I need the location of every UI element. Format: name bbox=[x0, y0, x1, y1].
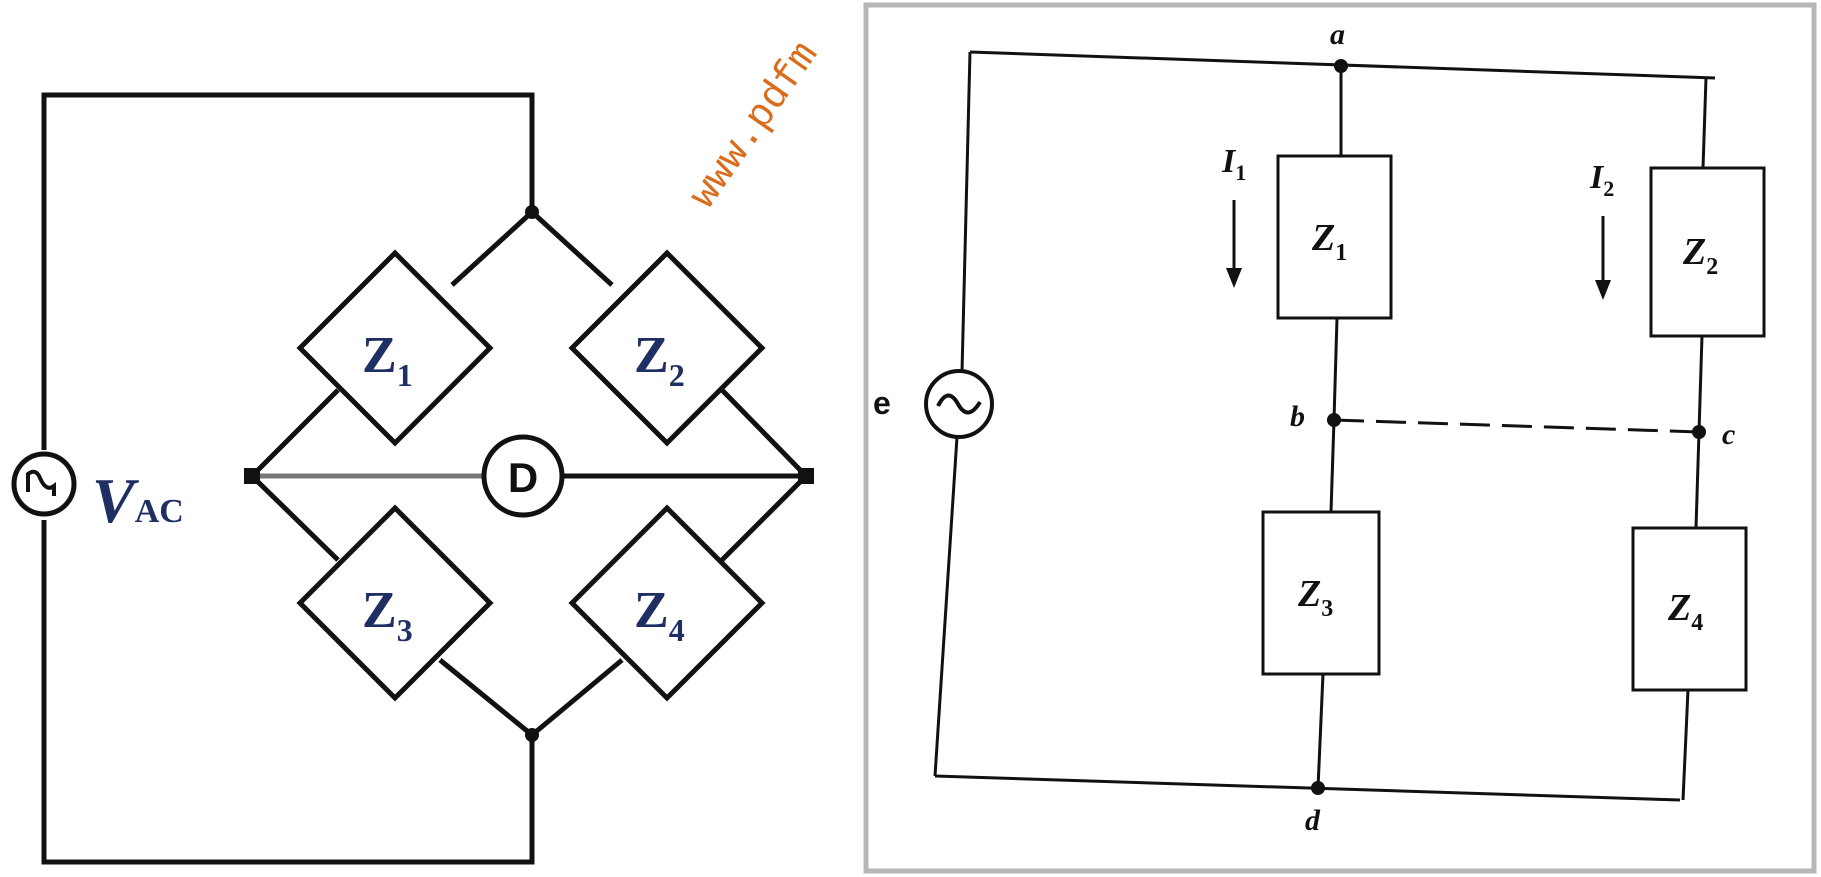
wire-top-z2 bbox=[530, 210, 614, 287]
right-source-wire-lower bbox=[933, 436, 959, 777]
z2-box bbox=[568, 249, 766, 447]
right-bridge-diagram bbox=[924, 50, 1766, 802]
left-node-left bbox=[244, 468, 260, 484]
wire-right-z4 bbox=[720, 474, 808, 562]
right-wire-z2-c bbox=[1697, 335, 1704, 433]
right-ac-source-wave-icon bbox=[936, 393, 982, 415]
node-d-label: d bbox=[1305, 804, 1321, 837]
detector-label: D bbox=[508, 454, 538, 501]
right-z4-box bbox=[1631, 526, 1748, 692]
node-c-label: c bbox=[1722, 418, 1735, 451]
left-bridge-diagram bbox=[11, 92, 808, 865]
vac-label: VAC bbox=[92, 465, 184, 536]
left-nodes bbox=[244, 205, 814, 742]
right-nodes bbox=[1311, 59, 1706, 795]
right-dashed-link-bc bbox=[1333, 418, 1700, 434]
left-z1-label: Z1 bbox=[362, 327, 413, 393]
right-wire-top-z2 bbox=[1701, 77, 1708, 169]
left-node-top bbox=[525, 205, 539, 219]
wire-top-z1 bbox=[450, 210, 534, 287]
right-z3-box bbox=[1261, 510, 1381, 676]
z3-box bbox=[296, 504, 494, 702]
right-wire-b-z3 bbox=[1329, 419, 1336, 513]
detector-circle bbox=[481, 434, 565, 518]
right-z2-box bbox=[1649, 166, 1766, 338]
wire-z4-bottom bbox=[530, 658, 624, 737]
node-c-dot bbox=[1692, 425, 1706, 439]
right-i1-label: I1 bbox=[1221, 143, 1246, 185]
left-ac-source-wave-icon bbox=[26, 469, 56, 496]
left-z4-label: Z4 bbox=[634, 582, 685, 648]
right-wire-z3-d bbox=[1316, 673, 1325, 789]
right-z1-label: Z1 bbox=[1311, 217, 1347, 266]
right-z3-label: Z3 bbox=[1297, 573, 1333, 622]
right-bottom-rail bbox=[934, 774, 1681, 802]
right-wire-z4-bottom bbox=[1681, 689, 1690, 801]
z4-box bbox=[568, 504, 766, 702]
z1-box bbox=[296, 249, 494, 447]
node-b-dot bbox=[1327, 413, 1341, 427]
left-z3-label: Z3 bbox=[362, 582, 413, 648]
right-arrowheads bbox=[1226, 268, 1611, 300]
node-d-dot bbox=[1311, 781, 1325, 795]
right-wire-z1-b bbox=[1332, 317, 1339, 421]
right-source-wire-upper bbox=[960, 51, 972, 373]
wire-z3-bottom bbox=[438, 658, 534, 737]
right-source-label-fragment: e bbox=[873, 385, 891, 421]
i1-arrow-head-icon bbox=[1226, 268, 1242, 288]
left-node-bottom bbox=[525, 728, 539, 742]
node-b-label: b bbox=[1290, 400, 1305, 433]
right-z2-label: Z2 bbox=[1682, 231, 1718, 280]
watermark-text: www.pdfm bbox=[682, 34, 829, 217]
node-a-dot bbox=[1334, 59, 1348, 73]
wire-z1-left bbox=[250, 388, 340, 478]
left-node-right bbox=[798, 468, 814, 484]
right-wire-c-z4 bbox=[1694, 431, 1701, 529]
left-outer-wire bbox=[41, 92, 535, 865]
right-z4-label: Z4 bbox=[1667, 587, 1703, 636]
right-frame bbox=[863, 2, 1817, 874]
wire-left-z3 bbox=[250, 474, 340, 562]
right-z1-box bbox=[1276, 154, 1393, 320]
right-i2-label: I2 bbox=[1589, 159, 1614, 201]
left-z2-label: Z2 bbox=[634, 327, 685, 393]
wire-z2-right bbox=[720, 388, 808, 478]
node-a-label: a bbox=[1330, 18, 1345, 51]
i2-arrow-head-icon bbox=[1595, 280, 1611, 300]
